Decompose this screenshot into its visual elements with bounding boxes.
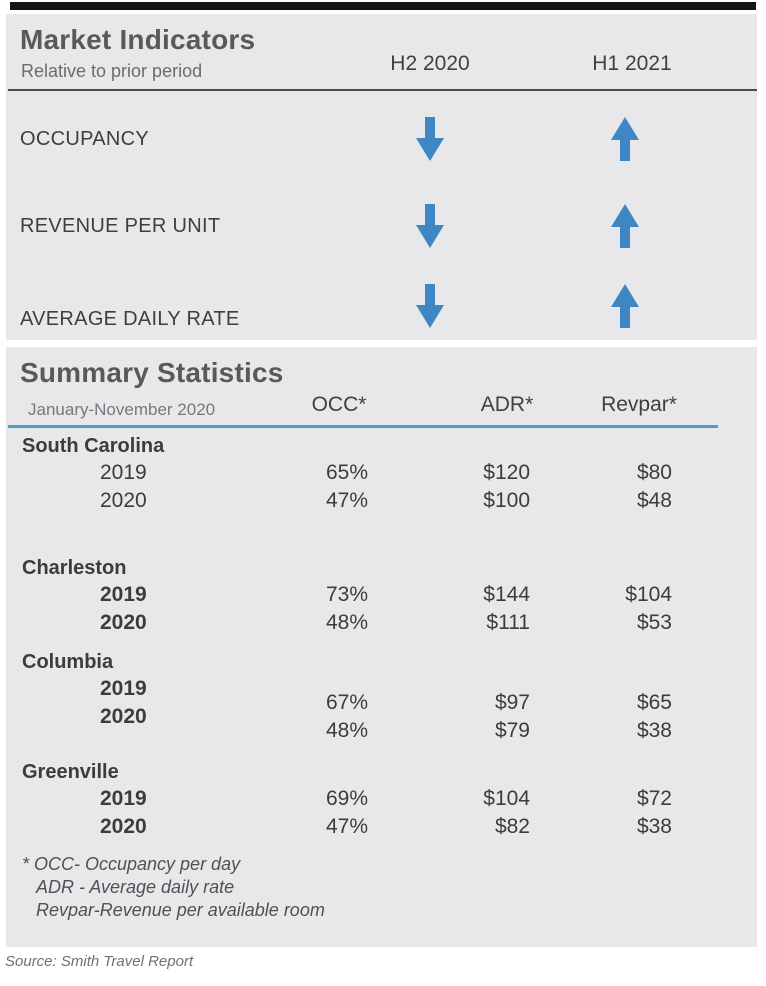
- summary-statistics-title: Summary Statistics: [20, 357, 284, 388]
- footnote-occ: * OCC- Occupancy per day: [22, 854, 241, 874]
- source-attribution: Source: Smith Travel Report: [5, 953, 194, 970]
- market-group-name: Columbia: [22, 651, 114, 673]
- indicator-row: OCCUPANCY: [6, 117, 757, 161]
- trend-arrow-icon: [610, 284, 640, 328]
- column-header-h2-2020: H2 2020: [390, 52, 470, 75]
- year-cell: 2019: [100, 461, 147, 484]
- market-group: Charleston 2019 73% $144 $104 2020 48% $…: [22, 555, 702, 637]
- stats-row: 2019 73% $144 $104: [22, 581, 702, 609]
- market-indicators-subtitle: Relative to prior period: [21, 61, 203, 81]
- stats-row: 2019 69% $104 $72: [22, 785, 702, 813]
- adr-cell: $111: [486, 611, 530, 634]
- occ-cell: 48%: [325, 719, 368, 742]
- adr-cell: $104: [483, 787, 530, 810]
- column-header-occ: OCC*: [311, 393, 367, 416]
- revpar-cell: $38: [636, 815, 672, 838]
- revpar-cell: $65: [636, 691, 672, 714]
- adr-cell: $144: [483, 583, 530, 606]
- occ-cell: 47%: [325, 815, 368, 838]
- occ-cell: 73%: [325, 583, 368, 606]
- market-group: Columbia 2019 67% $97 $65 2020 48% $79 $…: [22, 649, 702, 742]
- occ-cell: 47%: [325, 489, 368, 512]
- trend-arrow-icon: [415, 284, 445, 328]
- footnote-revpar: Revpar-Revenue per available room: [36, 900, 325, 920]
- column-header-adr: ADR*: [480, 393, 534, 416]
- market-indicators-title: Market Indicators: [20, 24, 256, 55]
- market-group: Greenville 2019 69% $104 $72 2020 47% $8…: [22, 759, 702, 841]
- trend-arrow-icon: [610, 204, 640, 248]
- adr-cell: $82: [494, 815, 530, 838]
- revpar-cell: $53: [636, 611, 672, 634]
- stats-row: 2020 47% $82 $38: [22, 813, 702, 841]
- market-group-name: Charleston: [22, 557, 127, 579]
- revpar-cell: $104: [625, 583, 672, 606]
- stats-row: 2019 65% $120 $80: [22, 459, 702, 487]
- market-group-name: Greenville: [22, 761, 119, 783]
- column-header-revpar: Revpar*: [601, 393, 677, 416]
- header-accent-line: [8, 425, 718, 428]
- indicator-label: REVENUE PER UNIT: [20, 215, 221, 237]
- trend-arrow-icon: [415, 117, 445, 161]
- market-indicators-panel: Market Indicators Relative to prior peri…: [6, 14, 757, 340]
- occ-cell: 65%: [325, 461, 368, 484]
- stats-row: 2020 48% $79 $38: [22, 703, 702, 742]
- year-cell: 2020: [100, 815, 147, 838]
- market-group: South Carolina 2019 65% $120 $80 2020 47…: [22, 433, 702, 515]
- footnote-adr: ADR - Average daily rate: [36, 877, 235, 897]
- occ-cell: 69%: [325, 787, 368, 810]
- indicator-row: REVENUE PER UNIT: [6, 204, 757, 248]
- occ-cell: 67%: [325, 691, 368, 714]
- indicator-label: OCCUPANCY: [20, 128, 150, 150]
- stats-row: 2020 47% $100 $48: [22, 487, 702, 515]
- adr-cell: $120: [483, 461, 530, 484]
- year-cell: 2019: [100, 583, 147, 606]
- occ-cell: 48%: [325, 611, 368, 634]
- stats-table: South Carolina 2019 65% $120 $80 2020 47…: [22, 433, 702, 922]
- year-cell: 2020: [100, 489, 147, 512]
- revpar-cell: $72: [636, 787, 672, 810]
- adr-cell: $100: [483, 489, 530, 512]
- year-cell: 2019: [100, 787, 147, 810]
- revpar-cell: $38: [636, 719, 672, 742]
- top-divider-bar: [10, 2, 756, 10]
- indicator-row: AVERAGE DAILY RATE: [6, 284, 757, 341]
- stats-groups: South Carolina 2019 65% $120 $80 2020 47…: [22, 433, 702, 841]
- stats-row: 2020 48% $111 $53: [22, 609, 702, 637]
- year-cell: 2020: [100, 705, 147, 728]
- column-header-h1-2021: H1 2021: [592, 52, 672, 75]
- market-group-name: South Carolina: [22, 435, 165, 457]
- trend-arrow-icon: [415, 204, 445, 248]
- header-divider-line: [8, 89, 757, 91]
- adr-cell: $97: [494, 691, 530, 714]
- adr-cell: $79: [494, 719, 530, 742]
- trend-arrow-icon: [610, 117, 640, 161]
- summary-statistics-panel: Summary Statistics January-November 2020…: [6, 347, 757, 947]
- revpar-cell: $80: [636, 461, 672, 484]
- revpar-cell: $48: [636, 489, 672, 512]
- year-cell: 2020: [100, 611, 147, 634]
- year-cell: 2019: [100, 677, 147, 700]
- stats-row: 2019 67% $97 $65: [22, 675, 702, 714]
- footnotes: * OCC- Occupancy per day ADR - Average d…: [22, 853, 702, 922]
- indicator-label: AVERAGE DAILY RATE: [20, 308, 240, 330]
- summary-statistics-subtitle: January-November 2020: [28, 400, 216, 419]
